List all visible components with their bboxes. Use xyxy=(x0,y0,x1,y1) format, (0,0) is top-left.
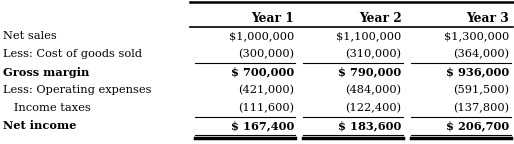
Text: $ 700,000: $ 700,000 xyxy=(231,67,294,77)
Text: Year 3: Year 3 xyxy=(466,12,509,25)
Text: (137,800): (137,800) xyxy=(453,103,509,113)
Text: $ 790,000: $ 790,000 xyxy=(338,67,401,77)
Text: $ 183,600: $ 183,600 xyxy=(338,120,401,131)
Text: $ 936,000: $ 936,000 xyxy=(446,67,509,77)
Text: (364,000): (364,000) xyxy=(453,49,509,59)
Text: (111,600): (111,600) xyxy=(238,103,294,113)
Text: (484,000): (484,000) xyxy=(345,85,401,95)
Text: (591,500): (591,500) xyxy=(453,85,509,95)
Text: $1,000,000: $1,000,000 xyxy=(229,31,294,41)
Text: Less: Operating expenses: Less: Operating expenses xyxy=(3,85,152,95)
Text: Net sales: Net sales xyxy=(3,31,57,41)
Text: Income taxes: Income taxes xyxy=(3,103,91,113)
Text: Gross margin: Gross margin xyxy=(3,67,89,77)
Text: $1,300,000: $1,300,000 xyxy=(444,31,509,41)
Text: Year 2: Year 2 xyxy=(359,12,401,25)
Text: (300,000): (300,000) xyxy=(238,49,294,59)
Text: $ 206,700: $ 206,700 xyxy=(446,120,509,131)
Text: (310,000): (310,000) xyxy=(345,49,401,59)
Text: $ 167,400: $ 167,400 xyxy=(231,120,294,131)
Text: (421,000): (421,000) xyxy=(238,85,294,95)
Text: $1,100,000: $1,100,000 xyxy=(336,31,401,41)
Text: Net income: Net income xyxy=(3,120,77,131)
Text: Year 1: Year 1 xyxy=(251,12,294,25)
Text: Less: Cost of goods sold: Less: Cost of goods sold xyxy=(3,49,142,59)
Text: (122,400): (122,400) xyxy=(345,103,401,113)
